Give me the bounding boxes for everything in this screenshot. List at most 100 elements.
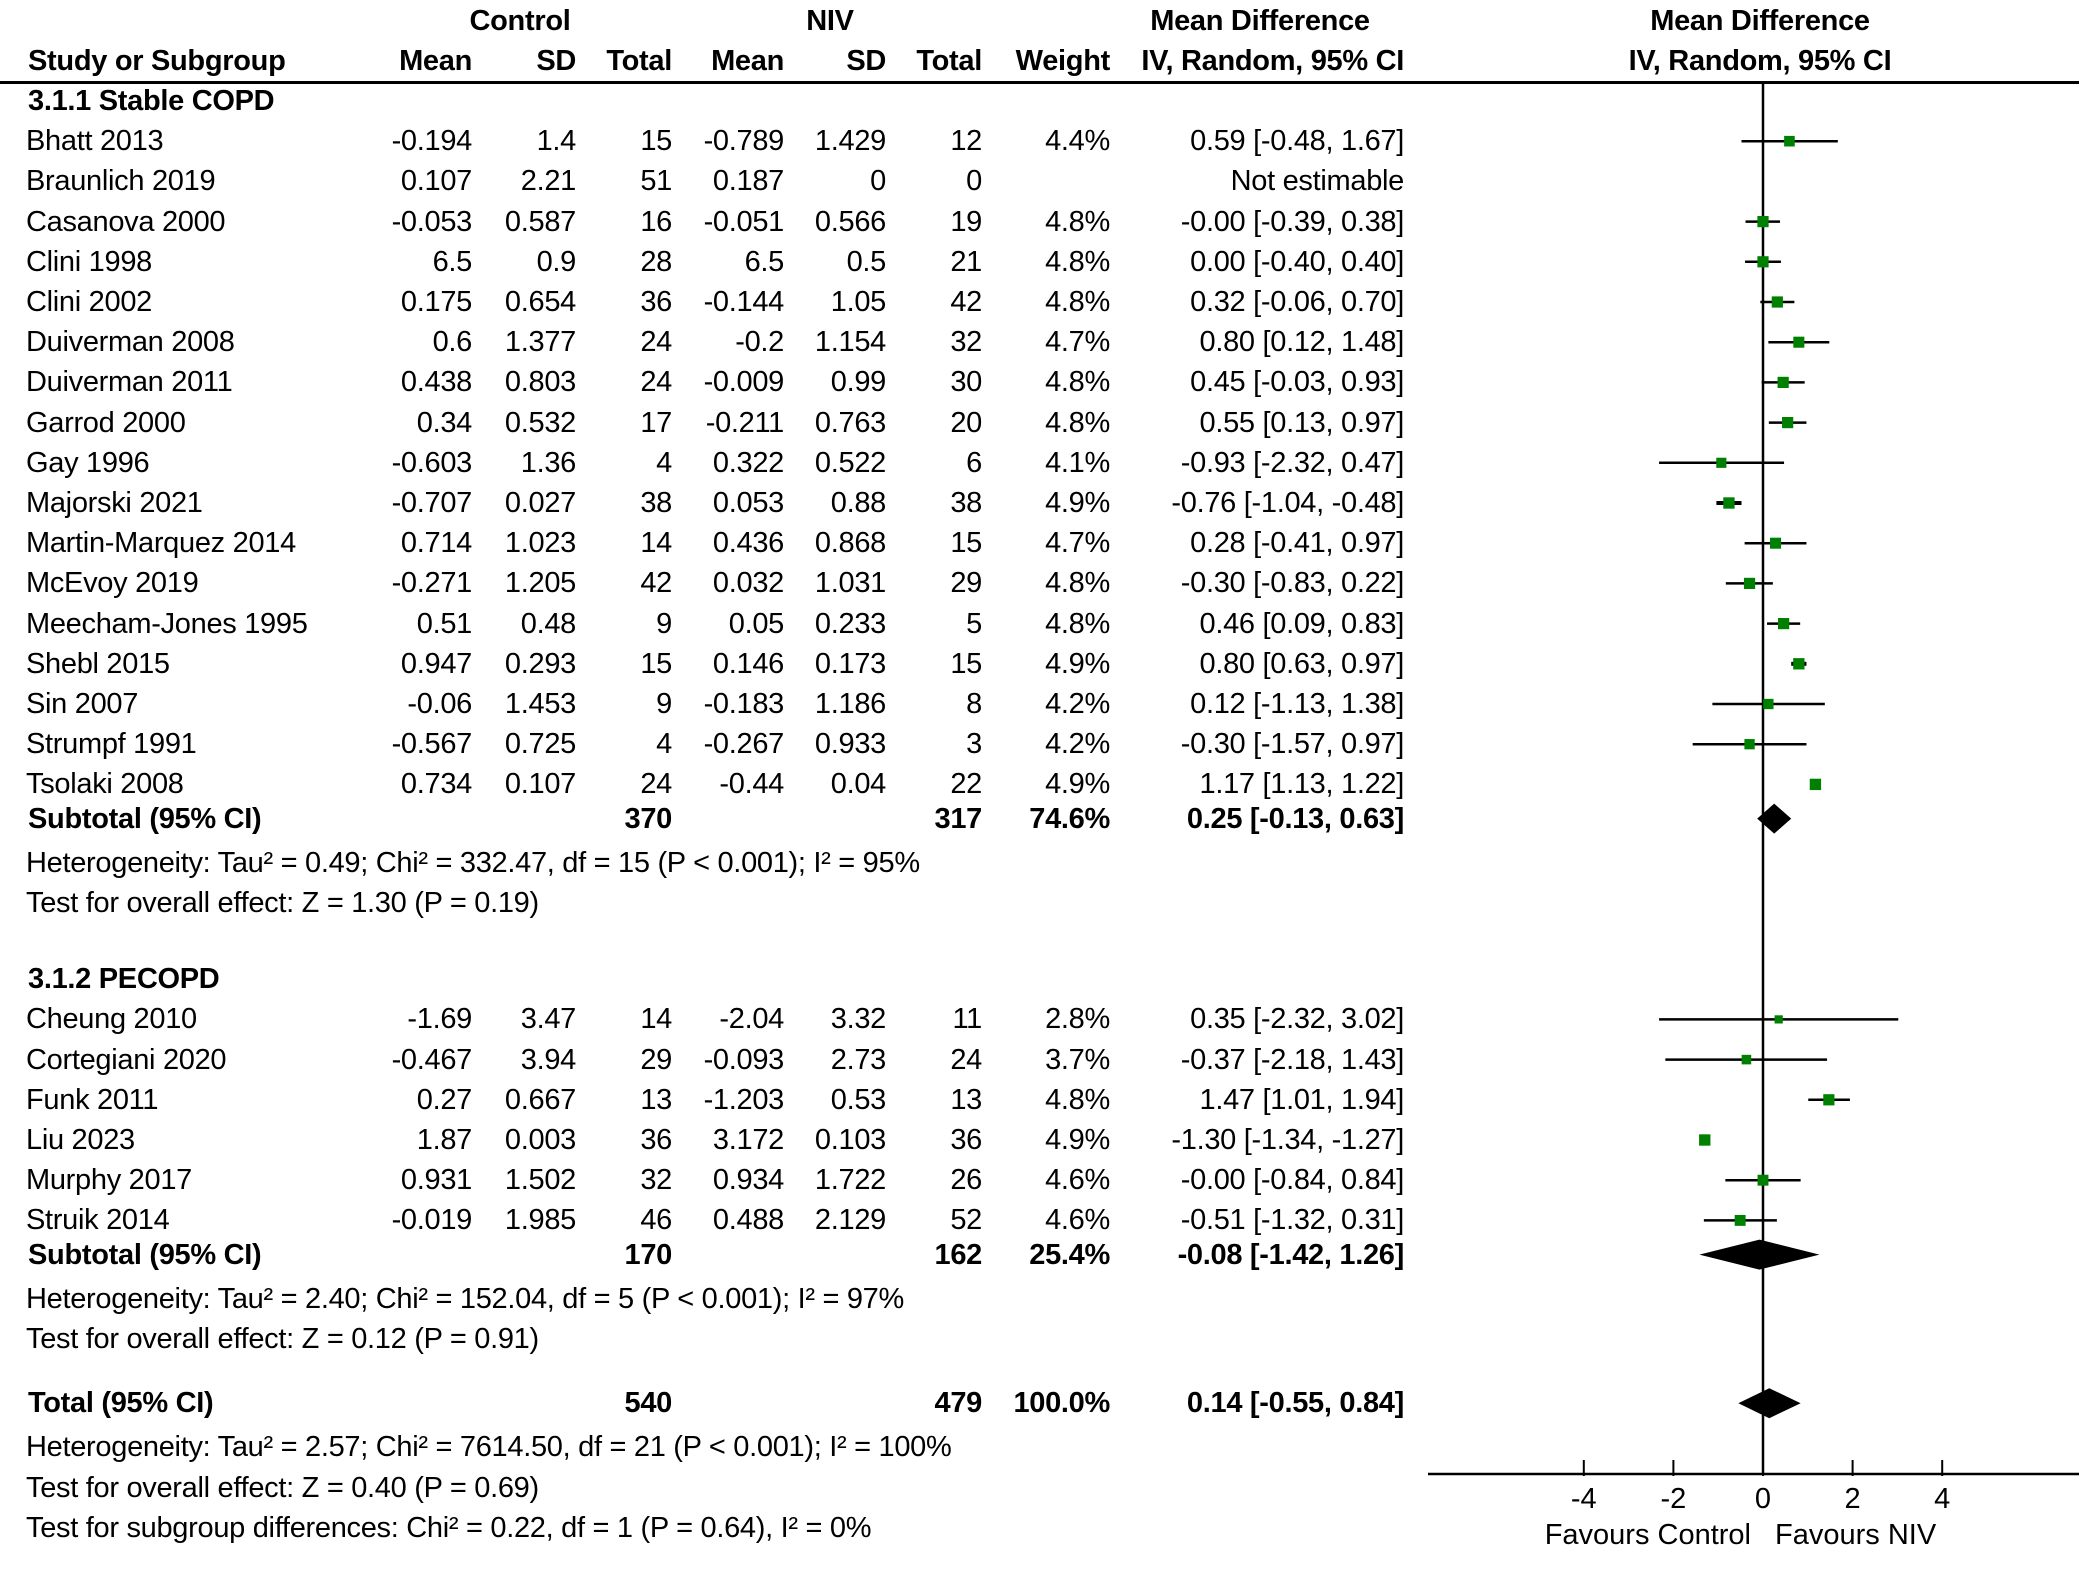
cell-weight: 4.6% [1045, 1164, 1110, 1197]
cell-c-sd: 0.107 [504, 768, 576, 801]
cell-n-sd: 0.933 [814, 728, 886, 761]
cell-n-mean: -0.44 [719, 768, 784, 801]
cell-c-total: 17 [640, 406, 672, 439]
overall-effect-text: Test for overall effect: Z = 0.12 (P = 0… [26, 1323, 539, 1355]
x-label-favours-control: Favours Control [1545, 1519, 1751, 1551]
subtotal-n-total: 317 [934, 802, 983, 835]
cell-c-mean: 0.734 [400, 768, 472, 801]
cell-weight: 4.8% [1045, 567, 1110, 600]
cell-n-total: 29 [950, 567, 982, 600]
cell-md: 1.47 [1.01, 1.94] [1199, 1083, 1404, 1116]
study-name: Cortegiani 2020 [26, 1043, 227, 1076]
cell-c-mean: -0.467 [391, 1043, 473, 1076]
cell-c-sd: 1.205 [504, 567, 576, 600]
cell-md: 0.28 [-0.41, 0.97] [1190, 527, 1404, 560]
total-overall-effect-text: Test for overall effect: Z = 0.40 (P = 0… [26, 1471, 539, 1504]
study-marker [1734, 1214, 1746, 1226]
study-name: Duiverman 2011 [26, 366, 233, 399]
cell-n-sd: 2.73 [830, 1043, 887, 1076]
cell-weight: 4.9% [1045, 647, 1110, 680]
cell-weight: 4.7% [1045, 326, 1110, 359]
subgroup-differences-text: Test for subgroup differences: Chi² = 0.… [26, 1511, 872, 1544]
study-name: Strumpf 1991 [26, 728, 197, 761]
subtotal-md: -0.08 [-1.42, 1.26] [1177, 1238, 1405, 1271]
cell-c-mean: 0.6 [432, 326, 473, 359]
study-name: Shebl 2015 [26, 647, 170, 680]
cell-c-mean: -0.053 [391, 205, 473, 238]
cell-c-total: 38 [640, 487, 672, 519]
cell-c-total: 46 [640, 1204, 672, 1237]
cell-c-total: 32 [640, 1164, 672, 1197]
cell-c-mean: -0.271 [391, 567, 473, 600]
cell-n-sd: 0.868 [814, 527, 886, 560]
cell-n-total: 20 [950, 406, 982, 439]
cell-c-total: 14 [640, 527, 672, 560]
subtotal-md: 0.25 [-0.13, 0.63] [1186, 802, 1404, 835]
cell-md: 0.80 [0.63, 0.97] [1199, 647, 1404, 680]
study-name: McEvoy 2019 [26, 567, 199, 600]
cell-md: 0.00 [-0.40, 0.40] [1190, 245, 1404, 278]
cell-n-mean: 0.934 [712, 1164, 784, 1197]
cell-c-total: 4 [656, 446, 672, 479]
cell-weight: 4.8% [1045, 406, 1110, 439]
study-marker [1793, 658, 1805, 670]
cell-c-mean: 0.931 [400, 1164, 472, 1197]
study-marker [1809, 778, 1822, 791]
cell-weight: 4.1% [1045, 446, 1110, 479]
cell-n-mean: 0.187 [712, 165, 784, 198]
cell-n-sd: 1.722 [814, 1164, 886, 1197]
cell-n-mean: 6.5 [744, 245, 785, 278]
col-header-control-sd: SD [536, 45, 576, 77]
study-name: Clini 2002 [26, 286, 152, 318]
cell-n-sd: 0.173 [814, 647, 886, 680]
cell-weight: 4.8% [1045, 286, 1110, 318]
cell-n-total: 19 [950, 205, 982, 238]
study-marker [1757, 1174, 1769, 1186]
x-tick-label: -2 [1661, 1483, 1687, 1515]
cell-c-total: 24 [640, 326, 672, 359]
cell-weight: 4.9% [1045, 1124, 1110, 1156]
cell-c-sd: 0.48 [520, 607, 577, 640]
cell-n-sd: 1.429 [814, 125, 886, 158]
cell-c-total: 36 [640, 286, 672, 318]
cell-n-total: 5 [966, 607, 982, 640]
cell-n-mean: -0.144 [703, 286, 785, 318]
subtotal-weight: 25.4% [1029, 1238, 1110, 1271]
plot-header-subtitle: IV, Random, 95% CI [1628, 45, 1892, 77]
cell-c-total: 15 [640, 647, 672, 680]
study-name: Bhatt 2013 [26, 125, 164, 158]
cell-n-total: 3 [966, 728, 982, 761]
cell-md: -0.30 [-1.57, 0.97] [1180, 728, 1405, 761]
cell-c-sd: 0.667 [504, 1083, 576, 1116]
cell-n-mean: 0.05 [728, 607, 785, 640]
cell-n-sd: 0.566 [814, 205, 886, 238]
cell-weight: 4.8% [1045, 205, 1110, 238]
cell-n-total: 32 [950, 326, 982, 359]
cell-n-mean: -2.04 [719, 1003, 784, 1036]
cell-c-mean: 0.438 [400, 366, 472, 399]
col-header-niv-sd: SD [846, 45, 886, 77]
col-header-control-mean: Mean [399, 45, 472, 77]
cell-c-mean: -0.707 [391, 487, 473, 519]
cell-c-mean: 0.175 [400, 286, 472, 318]
col-header-md: IV, Random, 95% CI [1141, 45, 1404, 77]
cell-n-total: 6 [966, 446, 982, 479]
study-marker [1778, 618, 1790, 630]
cell-weight: 4.9% [1045, 487, 1110, 519]
study-name: Martin-Marquez 2014 [26, 527, 296, 560]
cell-c-total: 29 [640, 1043, 672, 1076]
cell-c-mean: 0.714 [400, 527, 472, 560]
cell-c-total: 9 [656, 607, 672, 640]
cell-c-sd: 3.47 [520, 1003, 577, 1036]
study-marker [1793, 336, 1805, 348]
cell-weight: 4.8% [1045, 1083, 1110, 1116]
cell-n-mean: -0.093 [703, 1043, 785, 1076]
cell-n-mean: -0.051 [703, 205, 785, 238]
cell-md: 0.59 [-0.48, 1.67] [1190, 125, 1404, 158]
cell-c-mean: 6.5 [432, 245, 473, 278]
cell-n-sd: 0.103 [814, 1124, 886, 1156]
cell-c-mean: -0.194 [391, 125, 473, 158]
cell-n-sd: 0 [870, 165, 886, 198]
cell-n-mean: -0.183 [703, 688, 785, 720]
cell-n-sd: 1.031 [814, 567, 886, 600]
